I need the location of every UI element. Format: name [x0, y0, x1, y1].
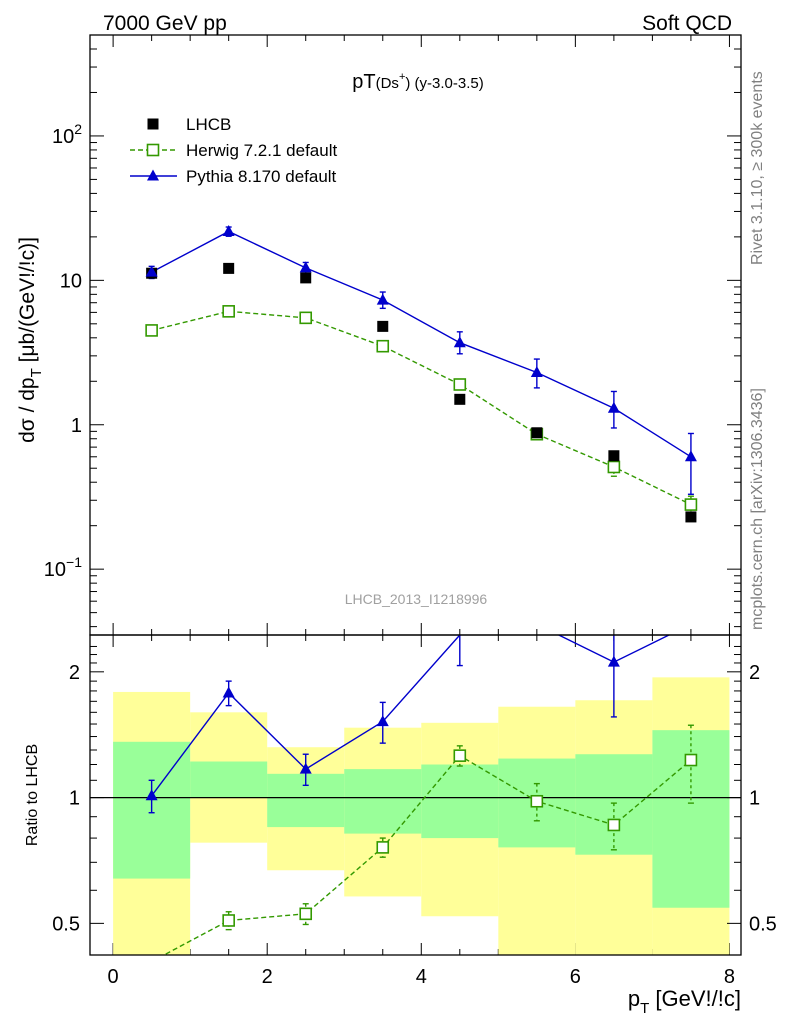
y-axis-label: dσ / dpT [μb/(GeV!/!c)]: [16, 237, 45, 443]
legend-label: LHCB: [186, 115, 231, 134]
analysis-watermark: LHCB_2013_I1218996: [345, 591, 488, 607]
x-tick-label: 4: [416, 966, 427, 988]
main-panel: 10−1 1 10 102 pT(Ds+) (y-3.0-3.5) dσ / dpT [μ…: [16, 34, 742, 955]
ratio-point: [453, 749, 467, 762]
inner-band-bin: [344, 769, 422, 834]
ratio-point: [607, 655, 620, 667]
data-point: [607, 401, 620, 413]
y-tick-label: 1: [71, 415, 82, 437]
ratio-point: [299, 907, 313, 921]
data-point: [531, 427, 543, 439]
ratio-y-tick-label-left: 2: [69, 662, 80, 684]
ratio-y-tick-label-left: 0.5: [52, 913, 80, 935]
x-tick-label: 0: [108, 966, 119, 988]
data-point: [376, 293, 389, 305]
plot-title: pT(Ds+) (y-3.0-3.5): [352, 71, 483, 93]
data-point: [299, 311, 313, 325]
ratio-point: [376, 715, 389, 727]
ratio-series-line: [162, 754, 692, 955]
ratio-panel: 0 2 4 6 8 0.5 0.5 1 1 2 2 Ratio to LHCB pT [GeV!/!c]: [24, 634, 777, 1017]
legend-marker: [147, 169, 159, 181]
ratio-point: [607, 818, 621, 832]
data-point: [453, 378, 467, 391]
series-line: [151, 230, 692, 458]
ratio-point: [530, 794, 544, 808]
ratio-series-line: [151, 635, 671, 797]
data-point: [685, 511, 697, 523]
data-point: [376, 339, 390, 353]
data-point: [530, 366, 543, 378]
ratio-y-tick-label-right: 1: [749, 788, 760, 810]
data-point: [608, 450, 620, 462]
data-point: [222, 224, 235, 236]
ratio-point: [222, 914, 235, 927]
series-line: [151, 310, 692, 506]
data-point: [299, 261, 312, 273]
rivet-version-label: Rivet 3.1.10, ≥ 300k events: [749, 71, 766, 265]
data-point: [607, 460, 621, 474]
mcplots-source-label: mcplots.cern.ch [arXiv:1306.3436]: [749, 388, 766, 630]
ratio-point: [376, 841, 390, 854]
ratio-point: [684, 753, 698, 767]
ratio-series-group: [145, 635, 698, 955]
data-point: [222, 305, 235, 318]
ratio-point: [299, 762, 312, 774]
data-point: [377, 320, 389, 332]
data-point: [145, 265, 158, 277]
x-tick-label: 8: [724, 966, 735, 988]
data-point: [145, 324, 158, 337]
ratio-frame: [89, 634, 742, 956]
data-point: [684, 450, 697, 462]
legend: LHCB Herwig 7.2.1 default Pythia 8.170 def…: [130, 115, 337, 186]
legend-label: Herwig 7.2.1 default: [186, 141, 337, 160]
inner-band-bin: [190, 761, 268, 798]
header-category-label: Soft QCD: [642, 12, 732, 35]
ratio-y-tick-label-right: 2: [749, 662, 760, 684]
data-point: [454, 393, 466, 405]
legend-marker: [147, 118, 159, 130]
x-tick-label: 6: [570, 966, 581, 988]
ratio-point: [145, 789, 158, 801]
x-axis-label: pT [GeV!/!c]: [628, 986, 741, 1017]
data-point: [223, 262, 235, 274]
y-tick-label: 10−1: [44, 554, 82, 581]
inner-band-bin: [421, 764, 499, 839]
y-tick-label: 10: [60, 270, 82, 292]
data-point: [453, 336, 466, 348]
legend-marker: [146, 143, 160, 157]
data-point: [300, 272, 312, 284]
y-tick-label: 102: [52, 121, 82, 148]
data-point: [684, 498, 698, 511]
ratio-y-tick-label-left: 1: [69, 788, 80, 810]
ratio-point: [222, 686, 235, 698]
x-tick-label: 2: [262, 966, 273, 988]
main-series-group: [145, 224, 698, 523]
header-energy-label: 7000 GeV pp: [103, 12, 227, 35]
ratio-y-axis-label: Ratio to LHCB: [24, 744, 41, 846]
legend-label: Pythia 8.170 default: [186, 167, 337, 186]
ratio-y-tick-label-right: 0.5: [749, 913, 777, 935]
uncertainty-bands: [113, 677, 730, 955]
